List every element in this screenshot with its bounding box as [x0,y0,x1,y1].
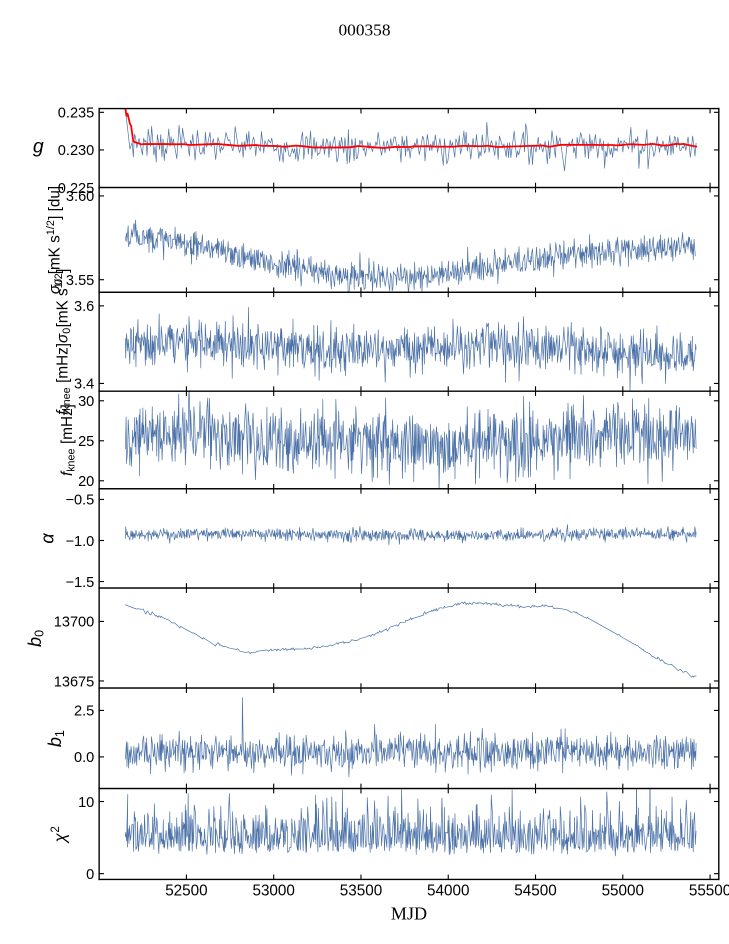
svg-text:54000: 54000 [427,882,469,899]
svg-text:3.4: 3.4 [74,377,94,393]
svg-text:0: 0 [86,867,94,883]
svg-text:g: g [33,135,44,157]
svg-text:MJD: MJD [391,903,427,923]
svg-text:0.235: 0.235 [58,106,94,122]
svg-text:10: 10 [78,795,94,811]
svg-text:3.6: 3.6 [74,299,94,315]
svg-text:53000: 53000 [252,882,294,899]
svg-text:0.230: 0.230 [58,143,94,159]
svg-text:0.0: 0.0 [74,750,94,766]
svg-text:53500: 53500 [340,882,382,899]
svg-text:52500: 52500 [165,882,207,899]
svg-text:000358: 000358 [338,21,390,40]
svg-text:−0.5: −0.5 [66,493,95,509]
svg-text:3.60: 3.60 [66,189,94,205]
svg-text:b 1: b 1 [41,730,67,747]
svg-text:13700: 13700 [54,615,95,631]
svg-text:α: α [37,533,57,544]
svg-text:25: 25 [78,434,94,450]
svg-text:55000: 55000 [602,882,644,899]
svg-text:b 0: b 0 [21,630,47,647]
svg-text:2.5: 2.5 [74,704,94,720]
svg-text:13675: 13675 [54,674,95,690]
svg-text:30: 30 [78,394,94,410]
svg-text:−1.5: −1.5 [66,575,95,591]
svg-text:20: 20 [78,474,94,490]
svg-text:54500: 54500 [514,882,556,899]
svg-text:f k n e: f k n e e [ m H z ] [52,403,79,476]
svg-text:−1.0: −1.0 [66,534,95,550]
svg-text:55500: 55500 [689,882,729,899]
